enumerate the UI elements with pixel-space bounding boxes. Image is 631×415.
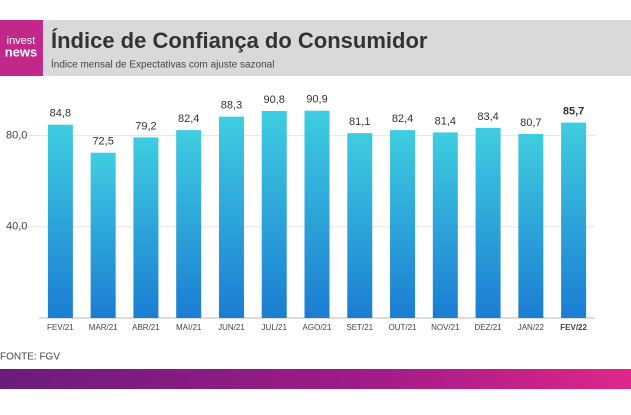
- bar: [518, 134, 544, 318]
- x-tick-label: AGO/21: [303, 323, 332, 332]
- value-label: 81,1: [349, 116, 370, 128]
- x-tick-label: FEV/21: [47, 323, 74, 332]
- value-label: 90,8: [264, 94, 285, 106]
- bar: [347, 133, 373, 318]
- x-tick-label: MAR/21: [89, 323, 118, 332]
- bar: [47, 124, 73, 318]
- x-tick-label: NOV/21: [431, 323, 460, 332]
- x-tick-label: ABR/21: [132, 323, 160, 332]
- x-tick-label: JUN/21: [218, 323, 245, 332]
- logo-text: news: [5, 44, 38, 59]
- x-tick-label: SET/21: [346, 323, 373, 332]
- bar: [133, 137, 159, 318]
- header-band: [0, 20, 631, 76]
- y-tick-label: 40,0: [6, 221, 27, 233]
- bar: [432, 132, 458, 318]
- value-label: 82,4: [178, 113, 199, 125]
- value-label: 79,2: [135, 120, 156, 132]
- x-tick-label: OUT/21: [389, 323, 418, 332]
- footer-band: [0, 369, 631, 389]
- bar: [304, 110, 330, 318]
- bar: [561, 122, 587, 318]
- bar: [390, 130, 416, 318]
- value-label: 84,8: [50, 108, 71, 120]
- chart-title: Índice de Confiança do Consumidor: [51, 28, 428, 53]
- value-label: 85,7: [563, 106, 584, 118]
- chart-subtitle: Índice mensal de Expectativas com ajuste…: [51, 58, 274, 71]
- value-label: 90,9: [306, 94, 327, 106]
- bar: [261, 110, 287, 318]
- logo-box: [0, 20, 43, 76]
- x-tick-label: MAI/21: [176, 323, 202, 332]
- value-label: 80,7: [520, 117, 541, 129]
- bar: [176, 130, 202, 318]
- x-tick-label: DEZ/21: [475, 323, 503, 332]
- value-label: 81,4: [435, 115, 456, 127]
- source: FONTE: FGV: [0, 352, 60, 363]
- value-label: 82,4: [392, 113, 413, 125]
- value-label: 88,3: [221, 100, 242, 112]
- x-tick-label: JUL/21: [262, 323, 288, 332]
- x-tick-label: FEV/22: [560, 323, 587, 332]
- bar: [218, 116, 244, 319]
- bar: [475, 127, 501, 319]
- logo-text: invest: [7, 35, 36, 47]
- value-label: 83,4: [477, 111, 498, 123]
- x-tick-label: JAN/22: [518, 323, 545, 332]
- value-label: 72,5: [92, 136, 113, 148]
- y-tick-label: 80,0: [6, 130, 27, 142]
- bar: [90, 152, 116, 318]
